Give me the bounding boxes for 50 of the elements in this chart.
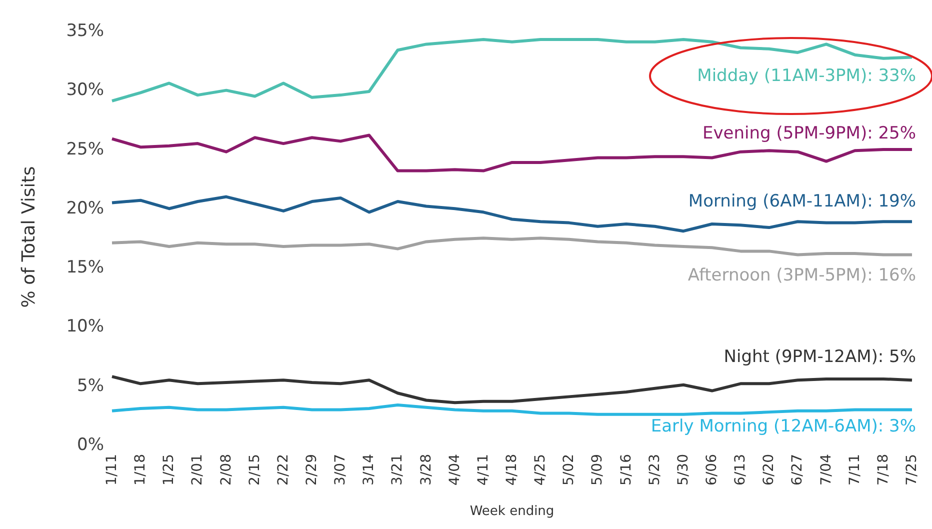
x-tick-label: 5/02 xyxy=(561,454,578,486)
x-tick-label: 5/30 xyxy=(675,454,692,486)
line-series xyxy=(110,38,914,102)
x-tick-label: 1/11 xyxy=(104,454,120,486)
x-tick-label: 7/18 xyxy=(875,454,892,486)
x-tick-label: 6/27 xyxy=(790,454,806,486)
x-tick-label: 4/18 xyxy=(504,454,520,486)
x-tick-label: 1/25 xyxy=(161,454,178,486)
x-tick-label: 6/06 xyxy=(704,454,720,486)
y-tick-label: 20% xyxy=(66,198,104,218)
line-series xyxy=(110,236,914,256)
x-tick-label: 7/04 xyxy=(818,454,834,486)
line-series xyxy=(110,195,914,233)
x-tick-label: 6/13 xyxy=(732,454,749,486)
x-tick-label: 4/11 xyxy=(475,454,492,486)
x-tick-label: 7/25 xyxy=(904,454,920,486)
series-label: Early Morning (12AM-6AM): 3% xyxy=(650,416,916,437)
x-tick-label: 3/14 xyxy=(361,454,378,486)
x-tick-label: 1/18 xyxy=(132,454,149,486)
series-label: Afternoon (3PM-5PM): 16% xyxy=(688,266,916,286)
y-tick-label: 15% xyxy=(66,258,104,278)
x-tick-label: 4/25 xyxy=(532,454,549,486)
x-tick-label: 2/01 xyxy=(190,454,206,486)
line-series xyxy=(110,403,914,416)
x-tick-label: 7/11 xyxy=(846,454,863,486)
x-tick-label: 5/09 xyxy=(590,454,606,486)
x-tick-label: 2/22 xyxy=(275,454,292,486)
y-tick-label: 35% xyxy=(66,21,104,42)
x-tick-label: 5/23 xyxy=(646,454,663,486)
series-label: Morning (6AM-11AM): 19% xyxy=(688,192,916,212)
series-label: Midday (11AM-3PM): 33% xyxy=(697,66,916,86)
x-tick-label: 4/04 xyxy=(446,454,463,486)
x-tick-label: 3/28 xyxy=(418,454,434,486)
series-label: Evening (5PM-9PM): 25% xyxy=(702,123,916,144)
y-tick-label: 10% xyxy=(66,316,104,337)
y-tick-label: 30% xyxy=(66,80,104,100)
x-tick-label: 2/29 xyxy=(304,454,320,486)
line-series xyxy=(110,375,914,404)
series-label: Night (9PM-12AM): 5% xyxy=(724,347,916,368)
x-tick-label: 2/15 xyxy=(246,454,263,486)
x-tick-label: 5/16 xyxy=(618,454,634,486)
y-axis-title: % of Total Visits xyxy=(18,166,40,308)
x-axis-title: Week ending xyxy=(470,504,554,519)
y-tick-label: 25% xyxy=(66,139,104,160)
x-tick-label: 3/07 xyxy=(332,454,349,486)
x-tick-label: 3/21 xyxy=(390,454,406,486)
y-tick-label: 0% xyxy=(77,435,104,456)
y-tick-label: 5% xyxy=(77,376,104,396)
x-tick-label: 2/08 xyxy=(218,454,234,486)
x-tick-label: 6/20 xyxy=(761,454,778,486)
